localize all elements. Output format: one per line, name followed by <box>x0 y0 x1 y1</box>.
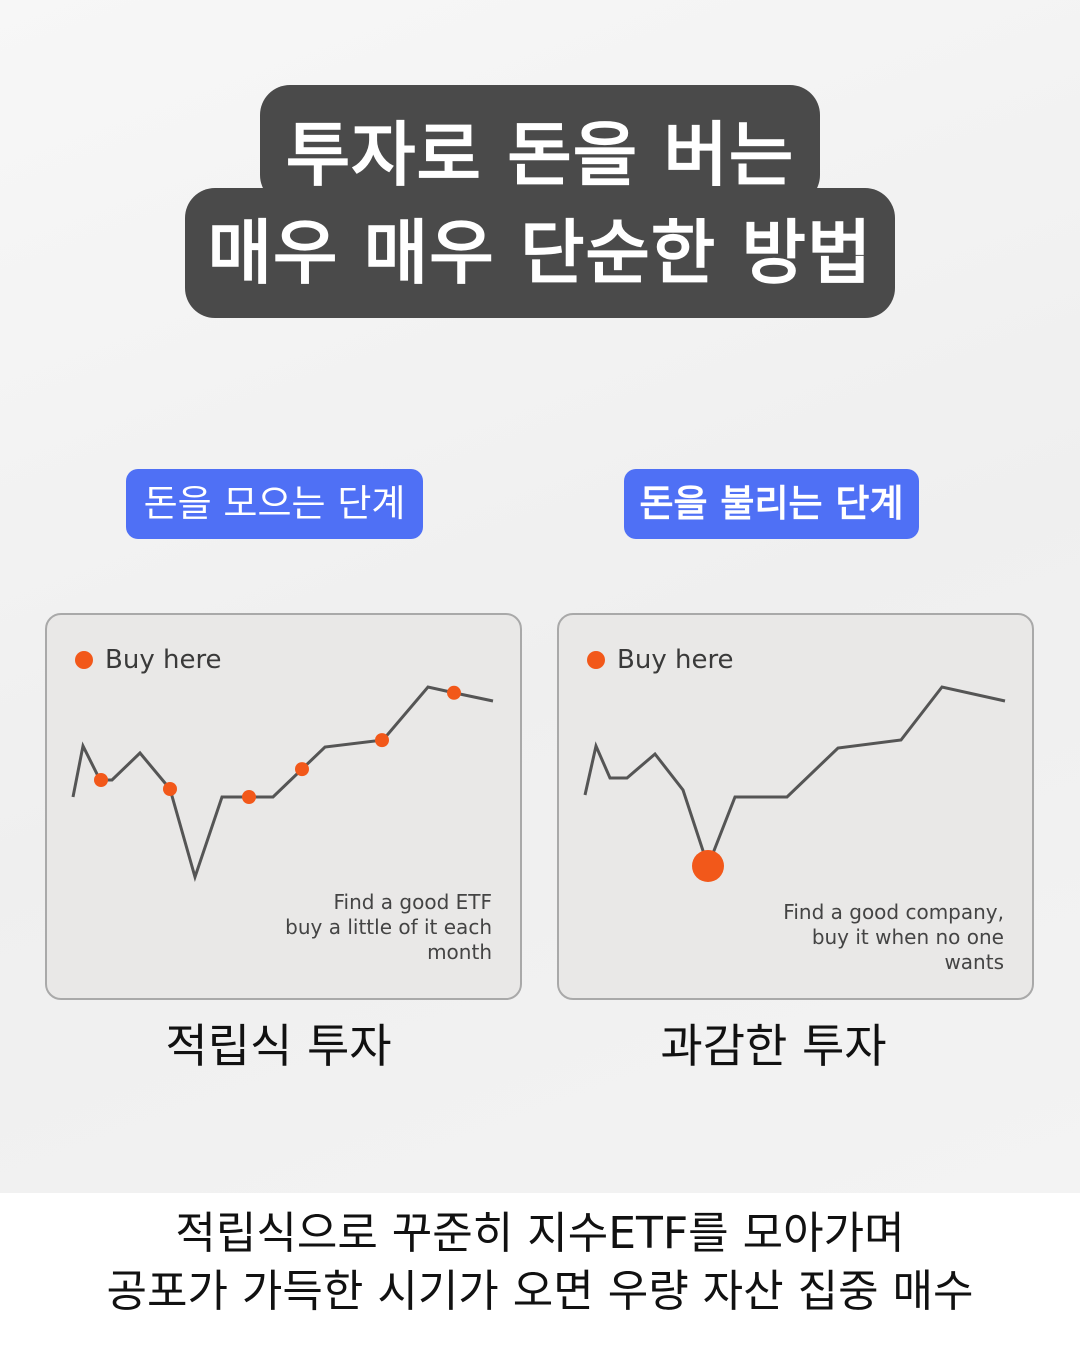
price-line <box>71 685 494 883</box>
note-line: buy a little of it each <box>285 915 492 939</box>
chart-legend: Buy here <box>587 645 734 675</box>
chart-card-bold: Buy here Find a good company, buy it whe… <box>557 613 1034 1000</box>
chart-card-dca: Buy here Find a good ETF buy a little of… <box>45 613 522 1000</box>
title-line-2: 매우 매우 단순한 방법 <box>185 188 895 318</box>
chart-legend: Buy here <box>75 645 222 675</box>
stage-label-growing: 돈을 불리는 단계 <box>624 469 919 539</box>
caption-dca: 적립식 투자 <box>165 1019 392 1073</box>
chart-note: Find a good company, buy it when no one … <box>783 900 1004 975</box>
title-line-1: 투자로 돈을 버는 <box>260 85 820 205</box>
price-line <box>583 685 1006 871</box>
note-line: buy it when no one <box>811 925 1004 949</box>
legend-label: Buy here <box>617 645 734 675</box>
summary-line-1: 적립식으로 꾸준히 지수ETF를 모아가며 <box>175 1208 905 1259</box>
note-line: Find a good ETF <box>333 890 492 914</box>
buy-point <box>295 762 309 777</box>
note-line: wants <box>944 950 1004 974</box>
buy-point <box>94 773 108 787</box>
buy-point <box>163 782 177 796</box>
chart-note: Find a good ETF buy a little of it each … <box>285 890 492 965</box>
buy-point <box>447 685 461 700</box>
buy-point <box>692 850 724 882</box>
legend-label: Buy here <box>105 645 222 675</box>
buy-point <box>375 733 389 748</box>
buy-dot-icon <box>75 651 93 669</box>
buy-point <box>242 790 256 804</box>
caption-bold: 과감한 투자 <box>660 1019 887 1073</box>
summary-band: 적립식으로 꾸준히 지수ETF를 모아가며 공포가 가득한 시기가 오면 우량 … <box>0 1193 1080 1350</box>
stage-label-saving: 돈을 모으는 단계 <box>126 469 423 539</box>
buy-dot-icon <box>587 651 605 669</box>
note-line: month <box>427 940 492 964</box>
note-line: Find a good company, <box>783 900 1004 924</box>
summary-line-2: 공포가 가득한 시기가 오면 우량 자산 집중 매수 <box>106 1266 974 1317</box>
